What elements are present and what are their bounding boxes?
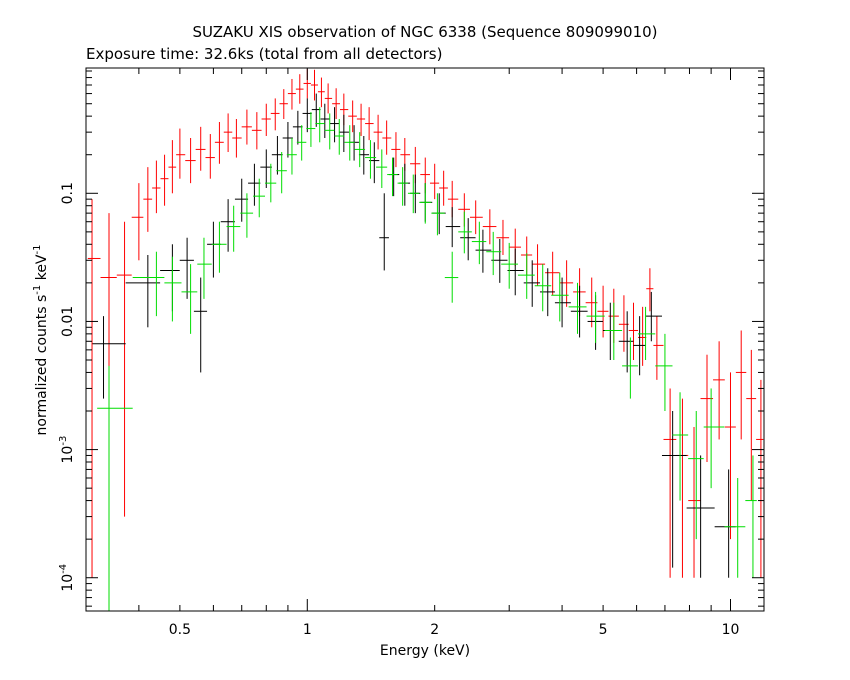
y-tick-label: 0.01 [60, 306, 76, 337]
y-axis-label-exp2: -1 [32, 245, 43, 255]
y-axis-label-mid: keV [34, 254, 50, 285]
y-axis-label-exp1: -1 [32, 285, 43, 295]
chart-title: SUZAKU XIS observation of NGC 6338 (Sequ… [192, 23, 657, 41]
y-tick-label: 10-4 [58, 564, 76, 592]
x-tick-label: 10 [722, 622, 740, 638]
plot-frame [85, 67, 765, 612]
x-tick-label: 0.5 [169, 622, 191, 638]
y-tick-label-base: 10 [60, 574, 76, 592]
y-tick-label-exp: -4 [58, 564, 69, 574]
axis-ticks [85, 68, 764, 611]
y-axis-label-main: normalized counts s [34, 295, 50, 436]
series-2 [97, 107, 757, 611]
y-axis-label: normalized counts s-1 keV-1 [32, 245, 50, 436]
y-tick-label: 10-3 [58, 436, 76, 464]
series-1 [92, 93, 736, 578]
x-tick-label: 5 [599, 622, 608, 638]
y-tick-label: 0.1 [60, 182, 76, 204]
x-tick-label: 1 [303, 622, 312, 638]
y-tick-label-base: 10 [60, 446, 76, 464]
series-layer [87, 69, 764, 611]
series-0 [87, 69, 764, 578]
x-axis-label: Energy (keV) [380, 643, 470, 659]
x-tick-label: 2 [430, 622, 439, 638]
chart-subtitle: Exposure time: 32.6ks (total from all de… [86, 45, 442, 63]
y-tick-label-exp: -3 [58, 436, 69, 446]
